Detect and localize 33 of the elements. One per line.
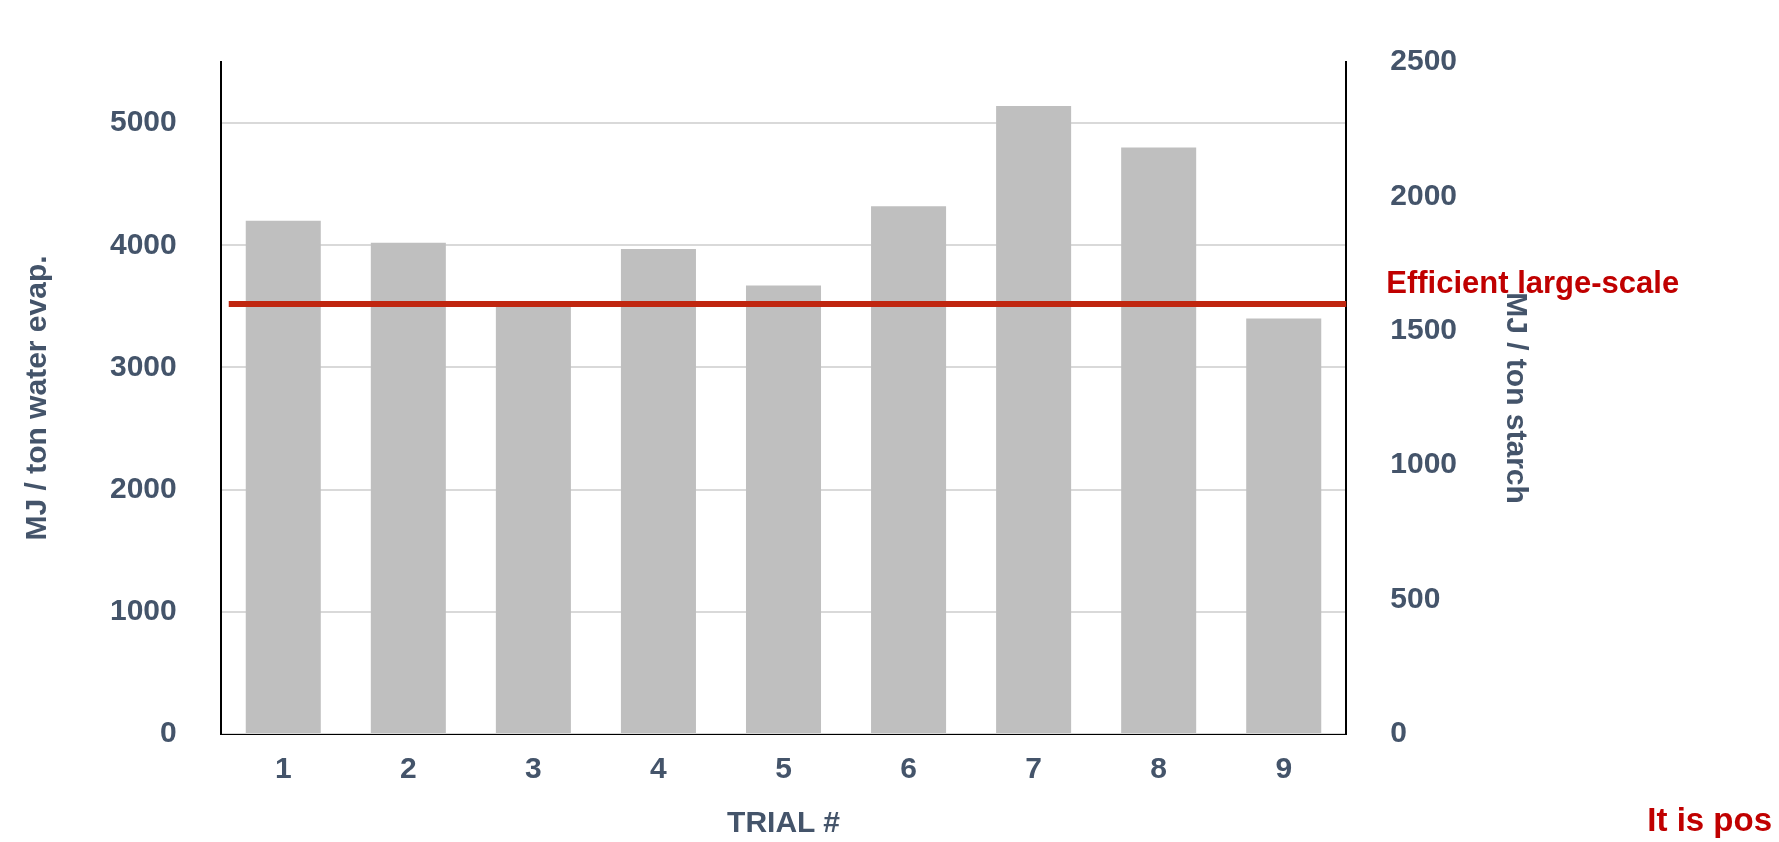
bar bbox=[871, 206, 947, 733]
y2-tick-label: 500 bbox=[1390, 580, 1441, 614]
y2-tick-label: 1000 bbox=[1390, 446, 1458, 480]
y-tick-label: 1000 bbox=[109, 593, 177, 627]
bar bbox=[1246, 318, 1322, 733]
y2-tick-label: 1500 bbox=[1390, 312, 1458, 346]
x-tick-label: 9 bbox=[1275, 751, 1293, 785]
y2-tick-label: 2000 bbox=[1390, 177, 1458, 211]
bar bbox=[996, 105, 1072, 733]
bar bbox=[745, 285, 822, 733]
x-tick-label: 6 bbox=[900, 751, 917, 785]
y-axis-title: MJ / ton water evap. bbox=[19, 255, 53, 541]
bar bbox=[620, 248, 696, 733]
bar bbox=[370, 242, 446, 733]
x-axis-title: TRIAL # bbox=[727, 805, 841, 839]
y2-tick-label: 0 bbox=[1390, 715, 1407, 749]
text: It is pos bbox=[1647, 800, 1772, 838]
bar bbox=[495, 306, 571, 733]
x-tick-label: 1 bbox=[274, 751, 292, 785]
x-tick-label: 8 bbox=[1150, 751, 1168, 785]
x-tick-label: 5 bbox=[775, 751, 792, 785]
x-tick-label: 4 bbox=[650, 751, 668, 785]
bar bbox=[245, 220, 321, 733]
x-tick-label: 7 bbox=[1025, 751, 1042, 785]
x-tick-label: 2 bbox=[399, 751, 417, 785]
y2-tick-label: 2500 bbox=[1390, 43, 1458, 77]
x-tick-label: 3 bbox=[525, 751, 542, 785]
bar bbox=[1121, 147, 1197, 733]
y-tick-label: 5000 bbox=[109, 104, 177, 138]
y-tick-label: 0 bbox=[160, 715, 177, 749]
y-tick-label: 4000 bbox=[109, 226, 177, 260]
y-tick-label: 3000 bbox=[109, 348, 177, 382]
y-tick-label: 2000 bbox=[109, 470, 177, 504]
